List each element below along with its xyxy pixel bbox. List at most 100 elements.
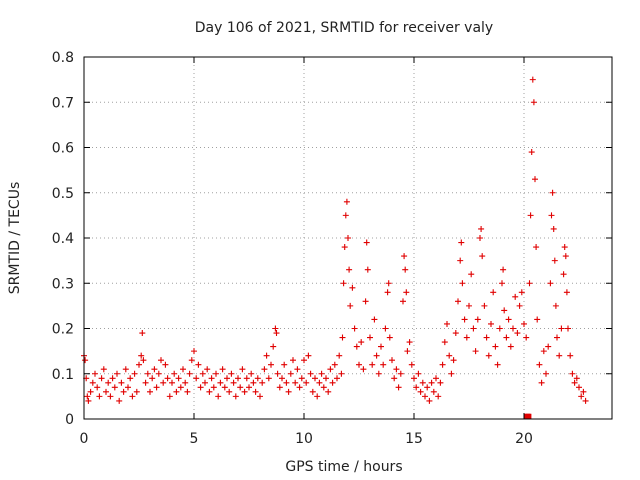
data-point: [272, 325, 279, 332]
data-point: [529, 76, 536, 83]
data-point: [346, 266, 353, 273]
data-point: [567, 352, 574, 359]
data-point: [545, 343, 552, 350]
data-point: [468, 271, 475, 278]
data-point: [422, 393, 428, 400]
data-point: [331, 361, 338, 368]
data-point: [329, 379, 336, 386]
data-point: [149, 375, 156, 382]
data-point: [356, 361, 362, 368]
data-point: [573, 375, 580, 382]
data-point: [490, 289, 497, 296]
data-point: [111, 384, 118, 391]
data-point: [426, 397, 433, 404]
data-point: [197, 384, 204, 391]
data-point: [521, 320, 527, 327]
data-point: [351, 325, 358, 332]
data-point: [505, 316, 512, 323]
data-point: [364, 266, 371, 273]
data-point: [309, 388, 316, 395]
data-point: [551, 257, 558, 264]
data-point: [343, 198, 350, 205]
data-point: [382, 325, 389, 332]
data-point: [294, 366, 301, 373]
data-point: [268, 361, 274, 368]
data-point: [444, 320, 450, 327]
data-point: [136, 361, 142, 368]
data-point: [459, 280, 466, 287]
data-point: [230, 379, 237, 386]
data-point: [164, 375, 171, 382]
data-point: [82, 357, 89, 364]
data-point: [582, 397, 589, 404]
data-point: [345, 235, 351, 241]
data-point: [257, 393, 263, 400]
tick-labels: 0 0.1 0.2 0.3 0.4 0.5 0.6 0.7 0.8 0 5 10 15 20: [52, 50, 533, 447]
data-point: [305, 352, 312, 359]
y-tick-label: 0.6: [52, 141, 74, 157]
data-point: [131, 370, 138, 377]
data-point: [320, 384, 327, 391]
data-point: [169, 379, 175, 386]
data-point: [507, 343, 514, 350]
data-point: [98, 375, 105, 382]
data-point: [296, 384, 303, 391]
data-point: [175, 375, 182, 382]
data-point: [166, 393, 173, 400]
data-point: [191, 348, 197, 355]
data-point: [206, 388, 213, 395]
data-point: [492, 343, 499, 350]
data-point: [406, 339, 413, 346]
data-point: [523, 334, 530, 341]
chart-title: Day 106 of 2021, SRMTID for receiver val…: [195, 20, 493, 36]
data-point: [195, 361, 202, 368]
data-point: [556, 352, 563, 359]
data-point: [452, 330, 459, 337]
data-point: [347, 302, 354, 309]
data-point: [563, 289, 570, 296]
data-point: [389, 357, 395, 364]
data-point: [204, 366, 211, 373]
data-point: [210, 384, 217, 391]
data-point: [479, 253, 486, 260]
data-point: [100, 366, 107, 373]
data-point: [263, 352, 270, 359]
data-point: [528, 149, 535, 156]
data-point: [538, 379, 545, 386]
x-tick-label: 5: [190, 431, 199, 447]
data-point: [552, 302, 559, 309]
data-point: [518, 289, 525, 296]
data-point: [139, 330, 146, 337]
data-point: [184, 388, 191, 395]
data-point: [408, 361, 415, 368]
data-points: [81, 76, 589, 419]
data-point: [448, 370, 455, 377]
data-point: [413, 384, 420, 391]
data-point: [199, 370, 206, 377]
data-point: [151, 366, 158, 373]
data-point: [219, 366, 226, 373]
data-point: [428, 379, 435, 386]
data-point: [125, 384, 131, 391]
data-point: [94, 384, 101, 391]
data-point: [525, 413, 532, 419]
data-point: [470, 325, 477, 332]
data-point: [303, 379, 310, 386]
data-point: [142, 379, 149, 386]
data-point: [177, 384, 184, 391]
data-point: [217, 379, 224, 386]
data-point: [549, 189, 556, 196]
data-point: [340, 280, 347, 287]
data-point: [384, 289, 391, 296]
data-point: [274, 370, 281, 377]
data-point: [562, 253, 569, 260]
data-point: [446, 352, 453, 359]
x-tick-label: 15: [405, 431, 423, 447]
data-point: [85, 397, 92, 404]
y-axis-label: SRMTID / TECUs: [7, 182, 23, 295]
data-point: [158, 357, 164, 364]
data-point: [292, 379, 299, 386]
data-point: [298, 375, 305, 382]
data-point: [120, 388, 127, 395]
data-point: [246, 384, 252, 391]
